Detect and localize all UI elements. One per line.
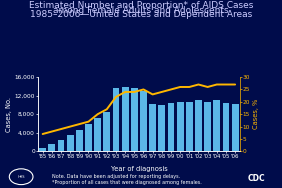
Text: HHS: HHS — [17, 175, 25, 179]
Bar — [177, 102, 184, 151]
Text: among Female Adults and Adolescents: among Female Adults and Adolescents — [53, 6, 229, 15]
Bar — [85, 124, 92, 151]
Text: Note. Data have been adjusted for reporting delays.: Note. Data have been adjusted for report… — [52, 174, 180, 180]
Bar — [186, 102, 193, 151]
Bar — [195, 100, 202, 151]
Bar — [140, 91, 147, 151]
Bar — [122, 87, 129, 151]
Text: 1985–2006—United States and Dependent Areas: 1985–2006—United States and Dependent Ar… — [30, 10, 252, 19]
Bar — [213, 100, 220, 151]
Bar — [149, 104, 156, 151]
Bar — [94, 118, 101, 151]
Bar — [76, 130, 83, 151]
Bar — [113, 88, 119, 151]
Bar — [39, 148, 46, 151]
Bar — [222, 103, 229, 151]
Bar — [232, 105, 239, 151]
Bar — [204, 102, 211, 151]
Y-axis label: Cases, No.: Cases, No. — [6, 97, 12, 132]
Text: *Proportion of all cases that were diagnosed among females.: *Proportion of all cases that were diagn… — [52, 180, 202, 185]
Bar — [103, 112, 110, 151]
Text: Estimated Number and Proportion* of AIDS Cases: Estimated Number and Proportion* of AIDS… — [29, 1, 253, 10]
Bar — [158, 105, 165, 151]
Text: CDC: CDC — [248, 174, 265, 183]
Bar — [49, 144, 55, 151]
Y-axis label: Cases, %: Cases, % — [253, 99, 259, 129]
Text: Year of diagnosis: Year of diagnosis — [111, 166, 168, 172]
Bar — [58, 140, 64, 151]
Bar — [131, 88, 138, 151]
Bar — [168, 103, 174, 151]
Bar — [67, 135, 74, 151]
